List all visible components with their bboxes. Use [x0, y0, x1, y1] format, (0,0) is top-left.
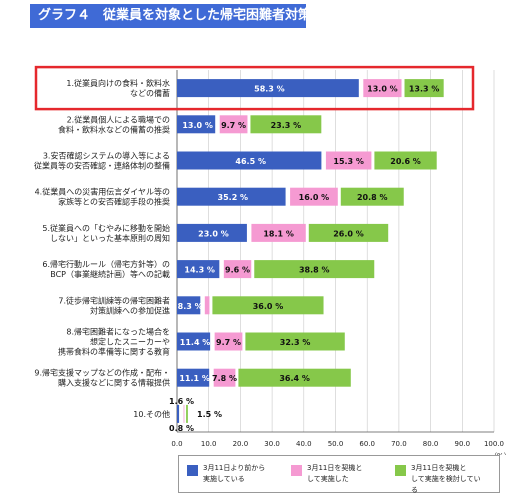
x-tick-label: 50.0 — [328, 440, 344, 448]
data-label: 0.8 % — [169, 424, 194, 433]
bar-segment — [238, 368, 351, 387]
bar-segment — [251, 223, 306, 242]
legend-label: 3月11日を契機と して実施した — [307, 464, 363, 483]
x-tick-label: 30.0 — [264, 440, 280, 448]
chart-svg: 0.0 10.0 20.0 30.0 40.0 50.0 60.0 70.0 80.0 90.0 1… — [34, 65, 511, 455]
data-label: 23.0 % — [198, 229, 229, 238]
category-label: 9.帰宅支援マップなどの作成・配布・購入支援などに関する情報提供 — [34, 368, 170, 388]
category-label: 2.従業員個人による職場での食料・飲料水などの備蓄の推奨 — [58, 114, 170, 134]
data-label: 35.2 % — [218, 193, 249, 202]
bar-segment — [214, 332, 243, 351]
data-label: 58.3 % — [254, 85, 285, 94]
bar-segment — [212, 296, 324, 315]
data-label: 36.0 % — [253, 302, 284, 311]
data-label: 38.8 % — [299, 266, 330, 275]
x-tick-label: 60.0 — [359, 440, 375, 448]
x-tick-label: 100.0 — [484, 440, 504, 448]
bar-segment — [325, 151, 372, 170]
x-tick-label: 10.0 — [201, 440, 217, 448]
data-label: 13.0 % — [367, 85, 398, 94]
bar-segment — [213, 368, 236, 387]
bar-segment — [254, 260, 375, 279]
bar-segment — [183, 404, 185, 423]
bar-segment — [177, 187, 286, 206]
bar-segment — [250, 115, 322, 134]
data-label: 32.3 % — [280, 338, 311, 347]
bar-segment — [340, 187, 404, 206]
category-label: 7.徒歩帰宅訓練等の帰宅困難者対策訓練への参加促進 — [58, 295, 170, 315]
legend-swatch — [187, 465, 198, 476]
category-label: 4.従業員への災害用伝言ダイヤル等の家族等との安否確認手段の推奨 — [35, 187, 170, 207]
bar-segment — [245, 332, 345, 351]
data-label: 14.3 % — [184, 266, 215, 275]
legend-swatch — [291, 465, 302, 476]
highlight-box — [34, 65, 475, 111]
data-label: 16.0 % — [299, 193, 330, 202]
data-label: 1.6 % — [169, 397, 194, 406]
x-tick-label: 80.0 — [423, 440, 439, 448]
bar-segment — [404, 79, 444, 98]
data-label: 9.7 % — [216, 338, 241, 347]
bar-segment — [177, 368, 210, 387]
data-label: 9.7 % — [221, 121, 246, 130]
bar-segment — [177, 223, 247, 242]
chart-title-bar: グラフ４ 従業員を対象とした帰宅困難者対策 — [30, 4, 311, 28]
data-label: 1.5 % — [197, 410, 222, 419]
bar-segment — [177, 151, 322, 170]
category-label: 10.その他 — [133, 409, 170, 419]
x-tick-label: 0.0 — [171, 440, 182, 448]
legend-label: 3月11日を契機と して実施を検討している — [411, 464, 481, 494]
bar-segment — [204, 296, 210, 315]
data-label: 23.3 % — [271, 121, 302, 130]
bar-segment — [290, 187, 338, 206]
chart-title: グラフ４ 従業員を対象とした帰宅困難者対策 — [38, 8, 312, 23]
legend: 3月11日より前から 実施している 3月11日を契機と して実施した 3月11日を契… — [178, 455, 500, 494]
bar-segment — [186, 404, 188, 423]
bar-segment — [177, 115, 216, 134]
bar-segment — [308, 223, 389, 242]
data-label: 13.0 % — [182, 121, 213, 130]
data-label: 26.0 % — [333, 229, 364, 238]
data-label: 36.4 % — [279, 374, 310, 383]
category-label: 5.従業員への「むやみに移動を開始しない」といった基本原則の周知 — [42, 223, 170, 243]
category-label: 6.帰宅行動ルール（帰宅方針等）の BCP（事業継続計画）等への記載 — [42, 259, 170, 279]
bar-segment — [177, 296, 201, 315]
x-tick-label: 90.0 — [455, 440, 471, 448]
data-label: 20.8 % — [357, 193, 388, 202]
bar-segment — [219, 115, 248, 134]
bar-segment — [177, 404, 180, 423]
bar-segment — [177, 79, 359, 98]
data-label: 11.1 % — [179, 374, 210, 383]
data-label: 18.1 % — [263, 229, 294, 238]
legend-swatch — [395, 465, 406, 476]
bar-segment — [363, 79, 402, 98]
data-label: 8.3 % — [178, 302, 203, 311]
data-label: 9.6 % — [225, 266, 250, 275]
data-label: 15.3 % — [333, 157, 364, 166]
data-label: 20.6 % — [390, 157, 421, 166]
data-label: 11.4 % — [180, 338, 211, 347]
category-label: 1.従業員向けの食料・飲料水などの備蓄 — [66, 78, 170, 98]
bar-segment — [374, 151, 437, 170]
x-unit-label: （%） — [490, 452, 511, 455]
legend-label: 3月11日より前から 実施している — [203, 464, 266, 483]
x-tick-label: 40.0 — [296, 440, 312, 448]
x-tick-label: 20.0 — [233, 440, 249, 448]
data-label: 7.8 % — [212, 374, 237, 383]
bar-segment — [177, 260, 220, 279]
x-tick-label: 70.0 — [391, 440, 407, 448]
data-label: 46.5 % — [235, 157, 266, 166]
category-label: 8.帰宅困難者になった場合を想定したスニーカーや携帯食料の準備等に関する教育 — [58, 327, 170, 357]
bar-segment — [177, 332, 211, 351]
category-label: 3.安否確認システムの導入等による従業員等の安否確認・連絡体制の整備 — [34, 151, 170, 171]
bar-segment — [223, 260, 252, 279]
data-label: 13.3 % — [409, 85, 440, 94]
